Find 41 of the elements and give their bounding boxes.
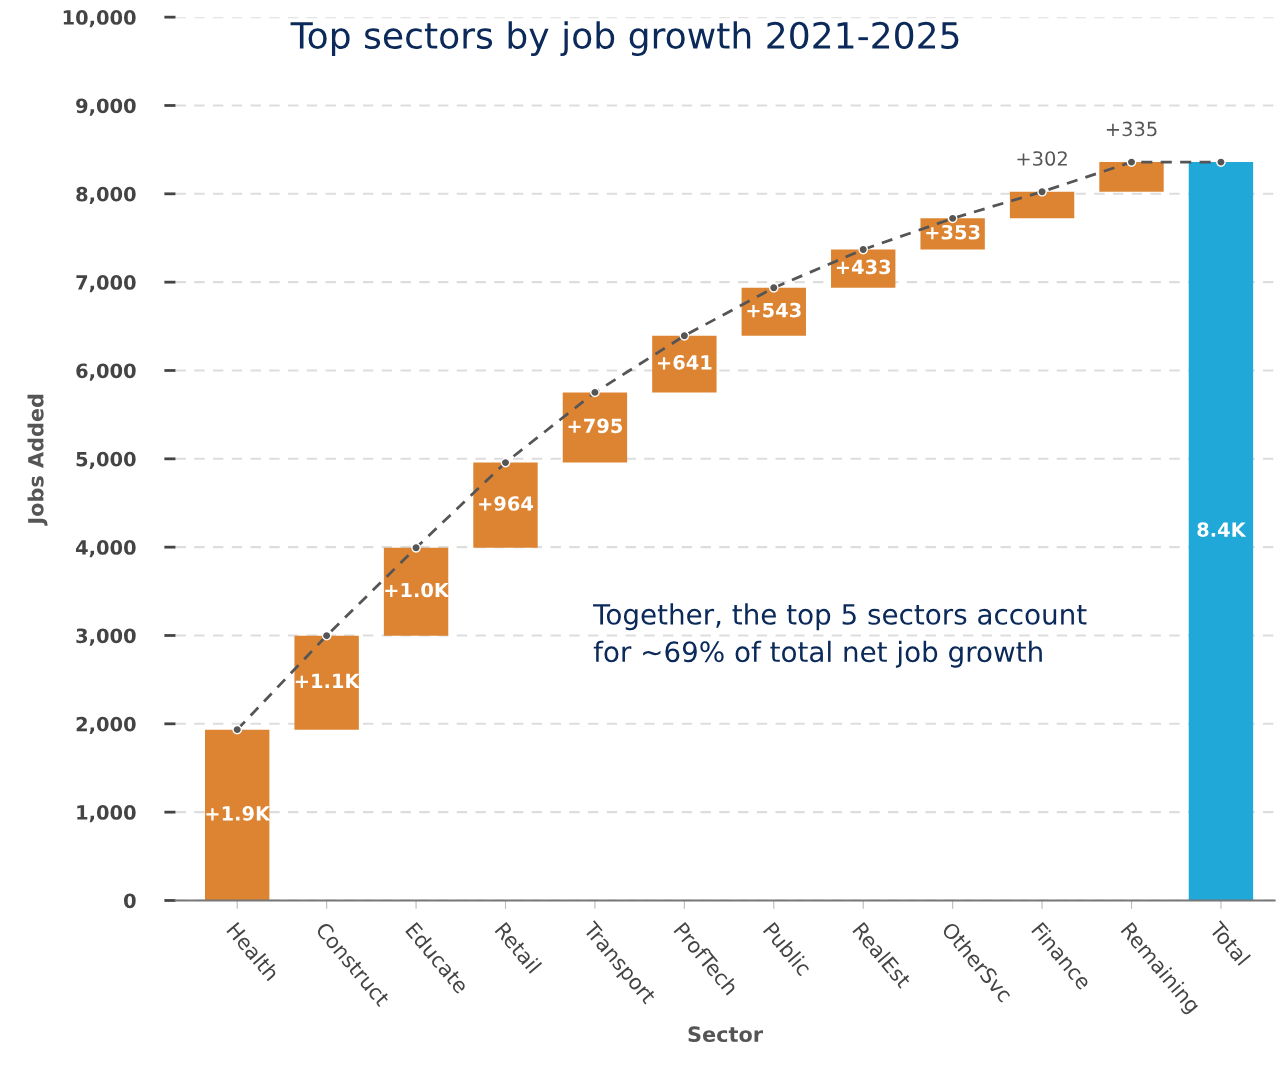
chart-title: Top sectors by job growth 2021-2025	[290, 21, 959, 57]
x-axis-title: Sector	[688, 1026, 763, 1043]
point	[679, 330, 690, 341]
y-axis-title: Jobs Added	[27, 394, 48, 526]
y-tick-label: 1,000	[77, 805, 136, 823]
data-label: +302	[1017, 151, 1067, 166]
point	[232, 724, 243, 735]
point	[500, 457, 511, 468]
y-tick-label: 2,000	[76, 716, 136, 734]
y-tick-label: 8,000	[76, 186, 136, 204]
bar	[473, 462, 538, 548]
data-label: +543	[747, 302, 801, 318]
data-label: +433	[836, 259, 891, 275]
data-label: +964	[479, 496, 534, 511]
y-tick-label: 9,000	[76, 98, 136, 116]
data-label: +353	[926, 224, 980, 240]
point	[590, 387, 600, 398]
bar	[562, 392, 628, 463]
point	[411, 542, 421, 553]
point	[1126, 157, 1137, 167]
point	[1216, 157, 1226, 167]
y-tick-label: 4,000	[75, 540, 136, 558]
data-label: +795	[568, 418, 623, 434]
annotation: Together, the top 5 sectors account for ~69% of total net job growth	[593, 603, 1087, 668]
bar	[294, 635, 359, 730]
y-tick-label: 3,000	[76, 628, 136, 646]
y-tick-label: 10,000	[63, 10, 136, 28]
bar	[1188, 162, 1254, 901]
bar	[1009, 191, 1075, 219]
bar	[1099, 162, 1164, 192]
y-tick-label: 5,000	[76, 451, 136, 469]
data-label: +1.9K	[206, 806, 271, 821]
bar	[383, 547, 449, 636]
y-tick-label: 0	[124, 893, 136, 909]
data-label: 8.4K	[1197, 522, 1247, 537]
y-tick-label: 7,000	[76, 275, 136, 293]
y-tick-label: 6,000	[76, 363, 136, 381]
data-label: +335	[1106, 121, 1157, 137]
data-label: +641	[657, 355, 712, 370]
bar	[205, 729, 270, 901]
data-label: +1.1K	[295, 673, 361, 689]
